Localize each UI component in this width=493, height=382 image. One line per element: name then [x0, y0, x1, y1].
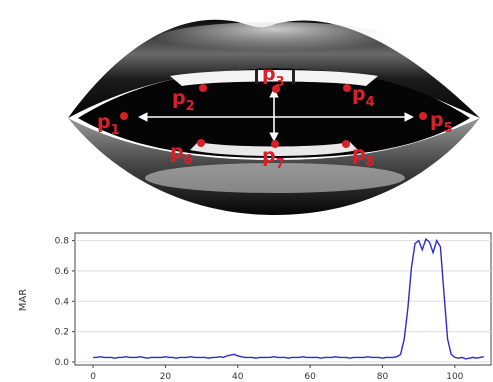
y-tick-label: 0.2 — [55, 328, 69, 338]
plot-area — [74, 232, 492, 366]
landmark-label-p8: p8 — [352, 143, 375, 170]
landmark-label-p1: p1 — [97, 111, 120, 138]
lower-teeth — [190, 142, 358, 156]
y-tick-label: 0.8 — [55, 237, 70, 247]
x-tick-label: 0 — [90, 372, 96, 382]
upper-tooth-gap — [255, 70, 258, 84]
landmark-dot-p1 — [120, 112, 128, 120]
landmark-label-p3: p3 — [262, 63, 285, 90]
x-tick-label: 60 — [304, 372, 316, 382]
landmark-dot-p8 — [342, 140, 350, 148]
lips-diagram: p1 p2 p3 p4 p5 p6 p7 p8 — [68, 19, 480, 215]
y-tick-label: 0.4 — [55, 297, 70, 307]
y-axis-label: MAR — [18, 289, 29, 311]
x-tick-label: 40 — [232, 372, 244, 382]
x-axis: 0 20 40 60 80 100 — [90, 365, 464, 382]
landmark-points — [120, 84, 427, 148]
y-tick-label: 0.0 — [55, 358, 70, 368]
landmark-label-p7: p7 — [262, 145, 285, 172]
x-tick-label: 20 — [160, 372, 172, 382]
landmark-label-p4: p4 — [352, 83, 375, 110]
upper-tooth-gap — [292, 70, 295, 84]
grid — [75, 240, 491, 363]
landmark-dot-p4 — [343, 84, 351, 92]
upper-teeth — [170, 70, 378, 86]
lower-lip-highlight — [145, 163, 405, 193]
mar-chart: 0.0 0.2 0.4 0.6 0.8 0 20 40 60 80 100 MAR — [18, 232, 492, 382]
landmark-label-p6: p6 — [170, 141, 193, 168]
landmark-dot-p2 — [199, 84, 207, 92]
landmark-dot-p5 — [419, 112, 427, 120]
landmark-label-p5: p5 — [430, 109, 453, 136]
y-axis: 0.0 0.2 0.4 0.6 0.8 — [55, 237, 75, 368]
landmark-dot-p7 — [271, 140, 279, 148]
x-tick-label: 80 — [377, 372, 389, 382]
landmark-dot-p6 — [197, 139, 205, 147]
mar-series-line — [93, 237, 484, 360]
y-tick-label: 0.6 — [55, 267, 70, 277]
series — [93, 237, 484, 360]
x-tick-label: 100 — [446, 372, 463, 382]
upper-lip-highlight — [155, 22, 395, 58]
landmark-label-p2: p2 — [172, 87, 195, 114]
landmark-dot-p3 — [272, 85, 280, 93]
